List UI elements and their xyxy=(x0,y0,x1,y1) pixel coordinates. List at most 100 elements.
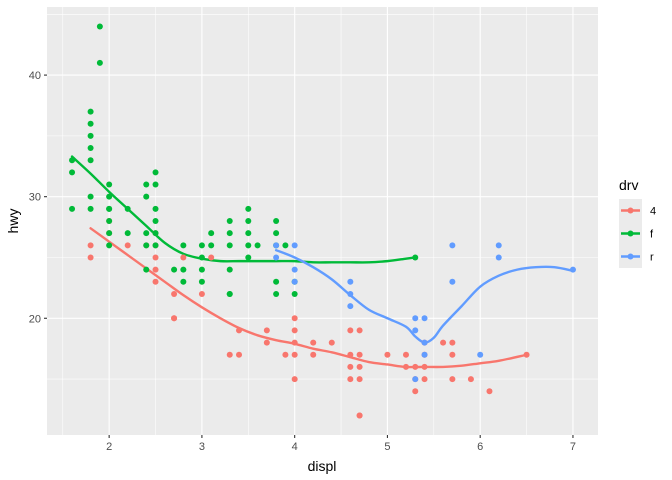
x-tick-label: 7 xyxy=(570,441,576,453)
y-axis-title: hwy xyxy=(5,209,21,234)
data-point-f xyxy=(87,120,94,127)
data-point-4 xyxy=(198,290,205,297)
data-point-f xyxy=(208,242,215,249)
data-point-4 xyxy=(180,254,187,261)
data-point-r xyxy=(412,376,419,383)
data-point-r xyxy=(421,351,428,358)
data-point-f xyxy=(226,242,233,249)
data-point-4 xyxy=(236,327,243,334)
data-point-4 xyxy=(347,376,354,383)
legend-key-point-4 xyxy=(627,207,634,214)
data-point-f xyxy=(273,290,280,297)
data-point-4 xyxy=(87,242,94,249)
data-point-4 xyxy=(171,315,178,322)
axes: 2 3 4 5 6 7 20 30 40 xyxy=(29,70,576,453)
data-point-r xyxy=(412,327,419,334)
data-point-f xyxy=(152,218,159,224)
data-point-4 xyxy=(328,339,335,346)
x-tick-label: 2 xyxy=(106,441,112,453)
smooth-line-4 xyxy=(89,227,528,369)
data-point-r xyxy=(495,242,502,249)
data-point-f xyxy=(245,254,252,261)
data-point-f xyxy=(198,242,205,249)
data-point-f xyxy=(245,218,252,224)
data-point-4 xyxy=(402,351,409,358)
data-point-f xyxy=(198,254,205,261)
data-point-4 xyxy=(152,266,159,273)
data-point-f xyxy=(226,230,233,237)
data-point-f xyxy=(152,169,159,176)
data-point-4 xyxy=(282,351,289,358)
data-point-r xyxy=(347,303,354,310)
legend-title: drv xyxy=(619,177,638,193)
legend-label-r: r xyxy=(650,252,654,264)
data-point-f xyxy=(106,205,113,212)
data-point-4 xyxy=(347,327,354,334)
data-point-r xyxy=(347,278,354,285)
data-point-4 xyxy=(124,242,131,249)
x-tick-label: 4 xyxy=(292,441,298,453)
data-point-4 xyxy=(356,351,363,358)
data-point-f xyxy=(106,193,113,200)
data-point-f xyxy=(180,266,187,273)
data-points xyxy=(69,23,576,419)
data-point-f xyxy=(106,181,113,188)
data-point-f xyxy=(106,230,113,237)
data-point-4 xyxy=(226,351,233,358)
data-point-r xyxy=(347,290,354,297)
data-point-f xyxy=(226,218,233,224)
data-point-4 xyxy=(310,339,317,346)
data-point-f xyxy=(208,230,215,237)
data-point-4 xyxy=(310,351,317,358)
legend-label-4: 4 xyxy=(650,206,656,218)
data-point-4 xyxy=(291,376,298,383)
data-point-f xyxy=(152,205,159,212)
data-point-r xyxy=(273,254,280,261)
y-tick-label: 30 xyxy=(29,192,41,204)
data-point-4 xyxy=(486,388,493,395)
data-point-f xyxy=(87,193,94,200)
data-point-f xyxy=(143,193,150,200)
data-point-f xyxy=(143,242,150,249)
data-point-4 xyxy=(421,376,428,383)
data-point-4 xyxy=(384,351,391,358)
data-point-f xyxy=(245,230,252,237)
data-point-4 xyxy=(291,351,298,358)
data-point-r xyxy=(291,278,298,285)
data-point-f xyxy=(273,218,280,224)
data-point-4 xyxy=(291,339,298,346)
data-point-f xyxy=(87,205,94,212)
data-point-f xyxy=(273,230,280,237)
data-point-r xyxy=(421,339,428,346)
legend-key-point-f xyxy=(627,230,634,237)
data-point-4 xyxy=(402,363,409,370)
data-point-f xyxy=(254,242,261,249)
data-point-r xyxy=(291,242,298,249)
data-point-4 xyxy=(449,351,456,358)
data-point-f xyxy=(282,242,289,249)
legend-label-f: f xyxy=(650,229,654,241)
data-point-f xyxy=(87,108,94,115)
data-point-r xyxy=(495,254,502,261)
data-point-f xyxy=(124,230,131,237)
x-tick-label: 5 xyxy=(384,441,390,453)
data-point-f xyxy=(152,242,159,249)
data-point-f xyxy=(143,181,150,188)
data-point-4 xyxy=(356,327,363,334)
data-point-f xyxy=(226,266,233,273)
data-point-r xyxy=(273,242,280,249)
x-tick-label: 3 xyxy=(199,441,205,453)
data-point-f xyxy=(171,266,178,273)
data-point-4 xyxy=(440,339,447,346)
data-point-f xyxy=(106,218,113,224)
y-tick-label: 20 xyxy=(29,313,41,325)
data-point-f xyxy=(87,145,94,152)
data-point-f xyxy=(96,23,103,30)
legend-key-point-r xyxy=(627,253,634,260)
data-point-4 xyxy=(356,412,363,419)
data-point-r xyxy=(412,315,419,322)
data-point-4 xyxy=(291,315,298,322)
data-point-r xyxy=(421,315,428,322)
data-point-f xyxy=(69,169,76,176)
